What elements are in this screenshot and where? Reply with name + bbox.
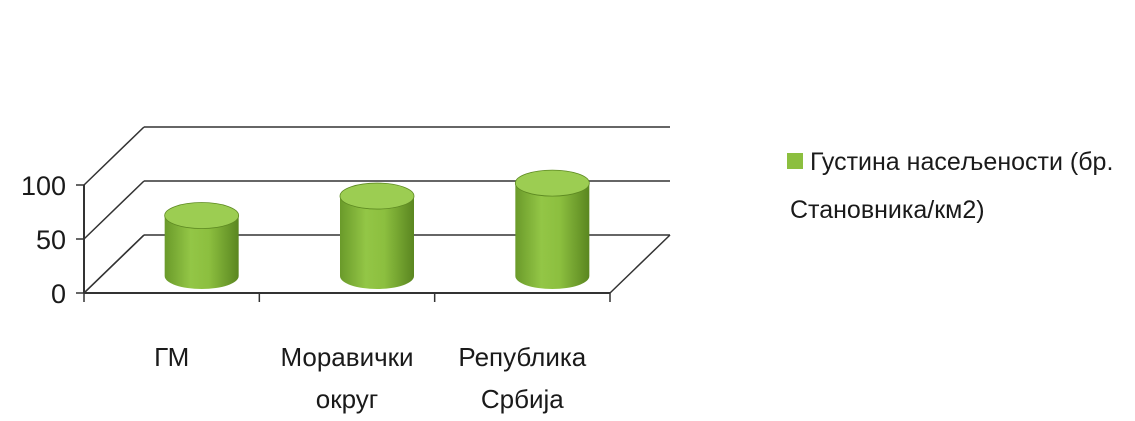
chart-bars bbox=[164, 169, 590, 289]
bar-top-1 bbox=[339, 182, 415, 210]
x-category-label-1: Моравички округ bbox=[280, 342, 413, 414]
floor-right-edge bbox=[609, 234, 671, 294]
gridline-side-1 bbox=[83, 180, 145, 240]
bar-top-2 bbox=[514, 169, 590, 197]
bar-0 bbox=[164, 215, 239, 289]
y-tick-labels: 0 50 100 bbox=[21, 171, 66, 309]
y-tick-label-2: 100 bbox=[21, 171, 66, 201]
x-category-label-0: ГМ bbox=[154, 342, 189, 372]
legend: Густина насељености (бр. Становника/км2) bbox=[787, 148, 1113, 224]
legend-label: Густина насељености (бр. Становника/км2) bbox=[790, 148, 1113, 224]
bar-2 bbox=[515, 183, 590, 289]
y-tick-label-0: 0 bbox=[51, 279, 66, 309]
y-tick-label-1: 50 bbox=[36, 225, 66, 255]
x-category-label-2: Република Србија bbox=[458, 342, 586, 414]
x-category-labels: ГМ Моравички округ Република Србија bbox=[154, 342, 587, 414]
bar-1 bbox=[340, 196, 414, 289]
gridline-side-2 bbox=[83, 126, 145, 186]
bar-top-0 bbox=[164, 202, 240, 229]
legend-swatch bbox=[787, 153, 803, 169]
gridline-side-0 bbox=[83, 234, 145, 294]
